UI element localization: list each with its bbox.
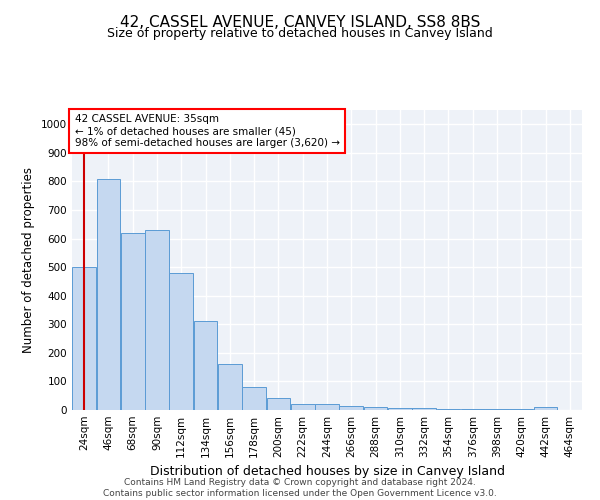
- Y-axis label: Number of detached properties: Number of detached properties: [22, 167, 35, 353]
- Bar: [340, 406, 363, 410]
- Bar: [534, 407, 557, 410]
- Bar: [194, 322, 217, 410]
- X-axis label: Distribution of detached houses by size in Canvey Island: Distribution of detached houses by size …: [149, 466, 505, 478]
- Bar: [121, 233, 145, 410]
- Bar: [72, 267, 96, 410]
- Text: Size of property relative to detached houses in Canvey Island: Size of property relative to detached ho…: [107, 28, 493, 40]
- Bar: [437, 408, 460, 410]
- Text: 42 CASSEL AVENUE: 35sqm
← 1% of detached houses are smaller (45)
98% of semi-det: 42 CASSEL AVENUE: 35sqm ← 1% of detached…: [74, 114, 340, 148]
- Bar: [169, 273, 193, 410]
- Bar: [412, 408, 436, 410]
- Bar: [291, 404, 314, 410]
- Bar: [266, 398, 290, 410]
- Bar: [97, 178, 120, 410]
- Bar: [364, 407, 388, 410]
- Bar: [218, 364, 242, 410]
- Bar: [242, 387, 266, 410]
- Bar: [145, 230, 169, 410]
- Text: 42, CASSEL AVENUE, CANVEY ISLAND, SS8 8BS: 42, CASSEL AVENUE, CANVEY ISLAND, SS8 8B…: [120, 15, 480, 30]
- Bar: [315, 404, 339, 410]
- Text: Contains HM Land Registry data © Crown copyright and database right 2024.
Contai: Contains HM Land Registry data © Crown c…: [103, 478, 497, 498]
- Bar: [388, 408, 412, 410]
